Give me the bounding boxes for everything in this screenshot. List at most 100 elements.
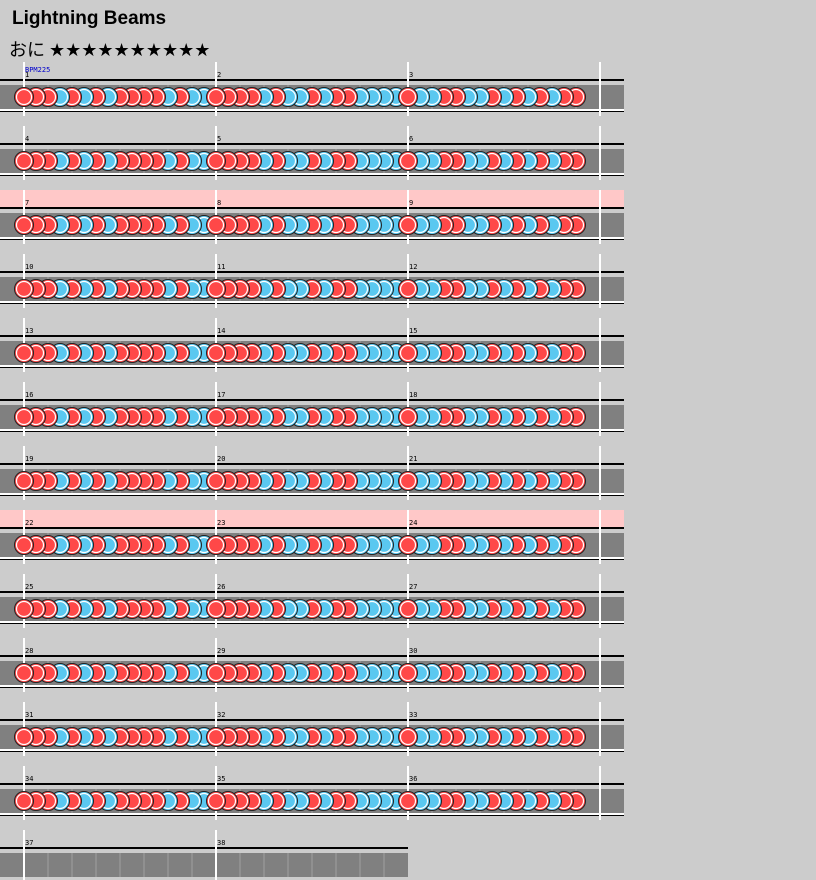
- note-rim: [207, 536, 225, 554]
- lane-bottom-white: [0, 173, 624, 175]
- lane-bottom-line: [0, 431, 624, 432]
- lane-bottom-line: [0, 495, 624, 496]
- lane-bottom-line: [0, 623, 624, 624]
- lane-bottom-white: [0, 237, 624, 239]
- don-note: [398, 727, 418, 747]
- note-rim: [15, 728, 33, 746]
- lane-bottom-line: [0, 559, 624, 560]
- measure-number: 34: [25, 775, 33, 783]
- don-note: [206, 535, 226, 555]
- note-rim: [399, 216, 417, 234]
- bpm-label: BPM225: [25, 66, 50, 74]
- lane-bottom-line: [0, 815, 624, 816]
- lane-bottom-white: [0, 429, 624, 431]
- bar-line: [599, 638, 601, 692]
- bar-line: [599, 574, 601, 628]
- don-note: [206, 215, 226, 235]
- don-note: [206, 151, 226, 171]
- measure-number: 37: [25, 839, 33, 847]
- don-note: [398, 87, 418, 107]
- bar-line: [599, 510, 601, 564]
- lane-bottom-line: [0, 367, 624, 368]
- note-rim: [207, 280, 225, 298]
- don-note: [206, 599, 226, 619]
- don-note: [14, 151, 34, 171]
- measure-number: 9: [409, 199, 413, 207]
- don-note: [398, 279, 418, 299]
- note-rim: [207, 408, 225, 426]
- don-note: [206, 279, 226, 299]
- note-rim: [207, 344, 225, 362]
- measure-number: 14: [217, 327, 225, 335]
- note-rim: [207, 216, 225, 234]
- note-rim: [207, 664, 225, 682]
- don-note: [14, 87, 34, 107]
- note-rim: [399, 280, 417, 298]
- measure-number: 24: [409, 519, 417, 527]
- note-rim: [399, 728, 417, 746]
- note-rim: [15, 280, 33, 298]
- bar-line: [599, 382, 601, 436]
- don-note: [206, 663, 226, 683]
- lane-bottom-white: [0, 813, 624, 815]
- lane-bottom-line: [0, 111, 624, 112]
- lane-top-line: [0, 271, 624, 273]
- don-note: [206, 407, 226, 427]
- lane-top-line: [0, 143, 624, 145]
- lane-bottom-white: [0, 621, 624, 623]
- measure-number: 38: [217, 839, 225, 847]
- bar-line: [599, 318, 601, 372]
- measure-number: 6: [409, 135, 413, 143]
- note-rim: [399, 472, 417, 490]
- measure-number: 13: [25, 327, 33, 335]
- don-note: [398, 151, 418, 171]
- don-note: [206, 87, 226, 107]
- lane-bottom-white: [0, 109, 624, 111]
- note-rim: [399, 152, 417, 170]
- lane-bottom-white: [0, 557, 624, 559]
- note-rim: [399, 88, 417, 106]
- don-note: [398, 471, 418, 491]
- lane-bottom-line: [0, 751, 624, 752]
- bar-line: [215, 830, 217, 880]
- don-note: [206, 343, 226, 363]
- don-note: [14, 727, 34, 747]
- note-rim: [15, 600, 33, 618]
- lane-top-line: [0, 591, 624, 593]
- lane-top-line: [0, 79, 624, 81]
- lane-top-line: [0, 655, 624, 657]
- lane-bottom-white: [0, 493, 624, 495]
- measure-number: 20: [217, 455, 225, 463]
- lane-top-line: [0, 719, 624, 721]
- lane-bottom-white: [0, 749, 624, 751]
- measure-number: 27: [409, 583, 417, 591]
- measure-number: 23: [217, 519, 225, 527]
- measure-number: 31: [25, 711, 33, 719]
- measure-number: 25: [25, 583, 33, 591]
- lane-top-line: [0, 463, 624, 465]
- note-rim: [15, 344, 33, 362]
- lane-bottom-line: [0, 175, 624, 176]
- don-note: [14, 343, 34, 363]
- measure-number: 30: [409, 647, 417, 655]
- bar-line: [23, 830, 25, 880]
- don-note: [14, 279, 34, 299]
- don-note: [398, 215, 418, 235]
- bar-line: [599, 702, 601, 756]
- don-note: [398, 343, 418, 363]
- measure-number: 36: [409, 775, 417, 783]
- measure-number: 32: [217, 711, 225, 719]
- note-rim: [207, 472, 225, 490]
- difficulty-line: おに ★★★★★★★★★★: [9, 36, 214, 62]
- don-note: [398, 663, 418, 683]
- measure-number: 12: [409, 263, 417, 271]
- note-rim: [207, 792, 225, 810]
- lane-top-line: [0, 335, 624, 337]
- highlight-band: [0, 190, 624, 208]
- note-rim: [15, 88, 33, 106]
- lane-bottom-line: [0, 687, 624, 688]
- measure-number: 16: [25, 391, 33, 399]
- don-note: [398, 407, 418, 427]
- measure-number: 1: [25, 71, 29, 79]
- don-note: [206, 471, 226, 491]
